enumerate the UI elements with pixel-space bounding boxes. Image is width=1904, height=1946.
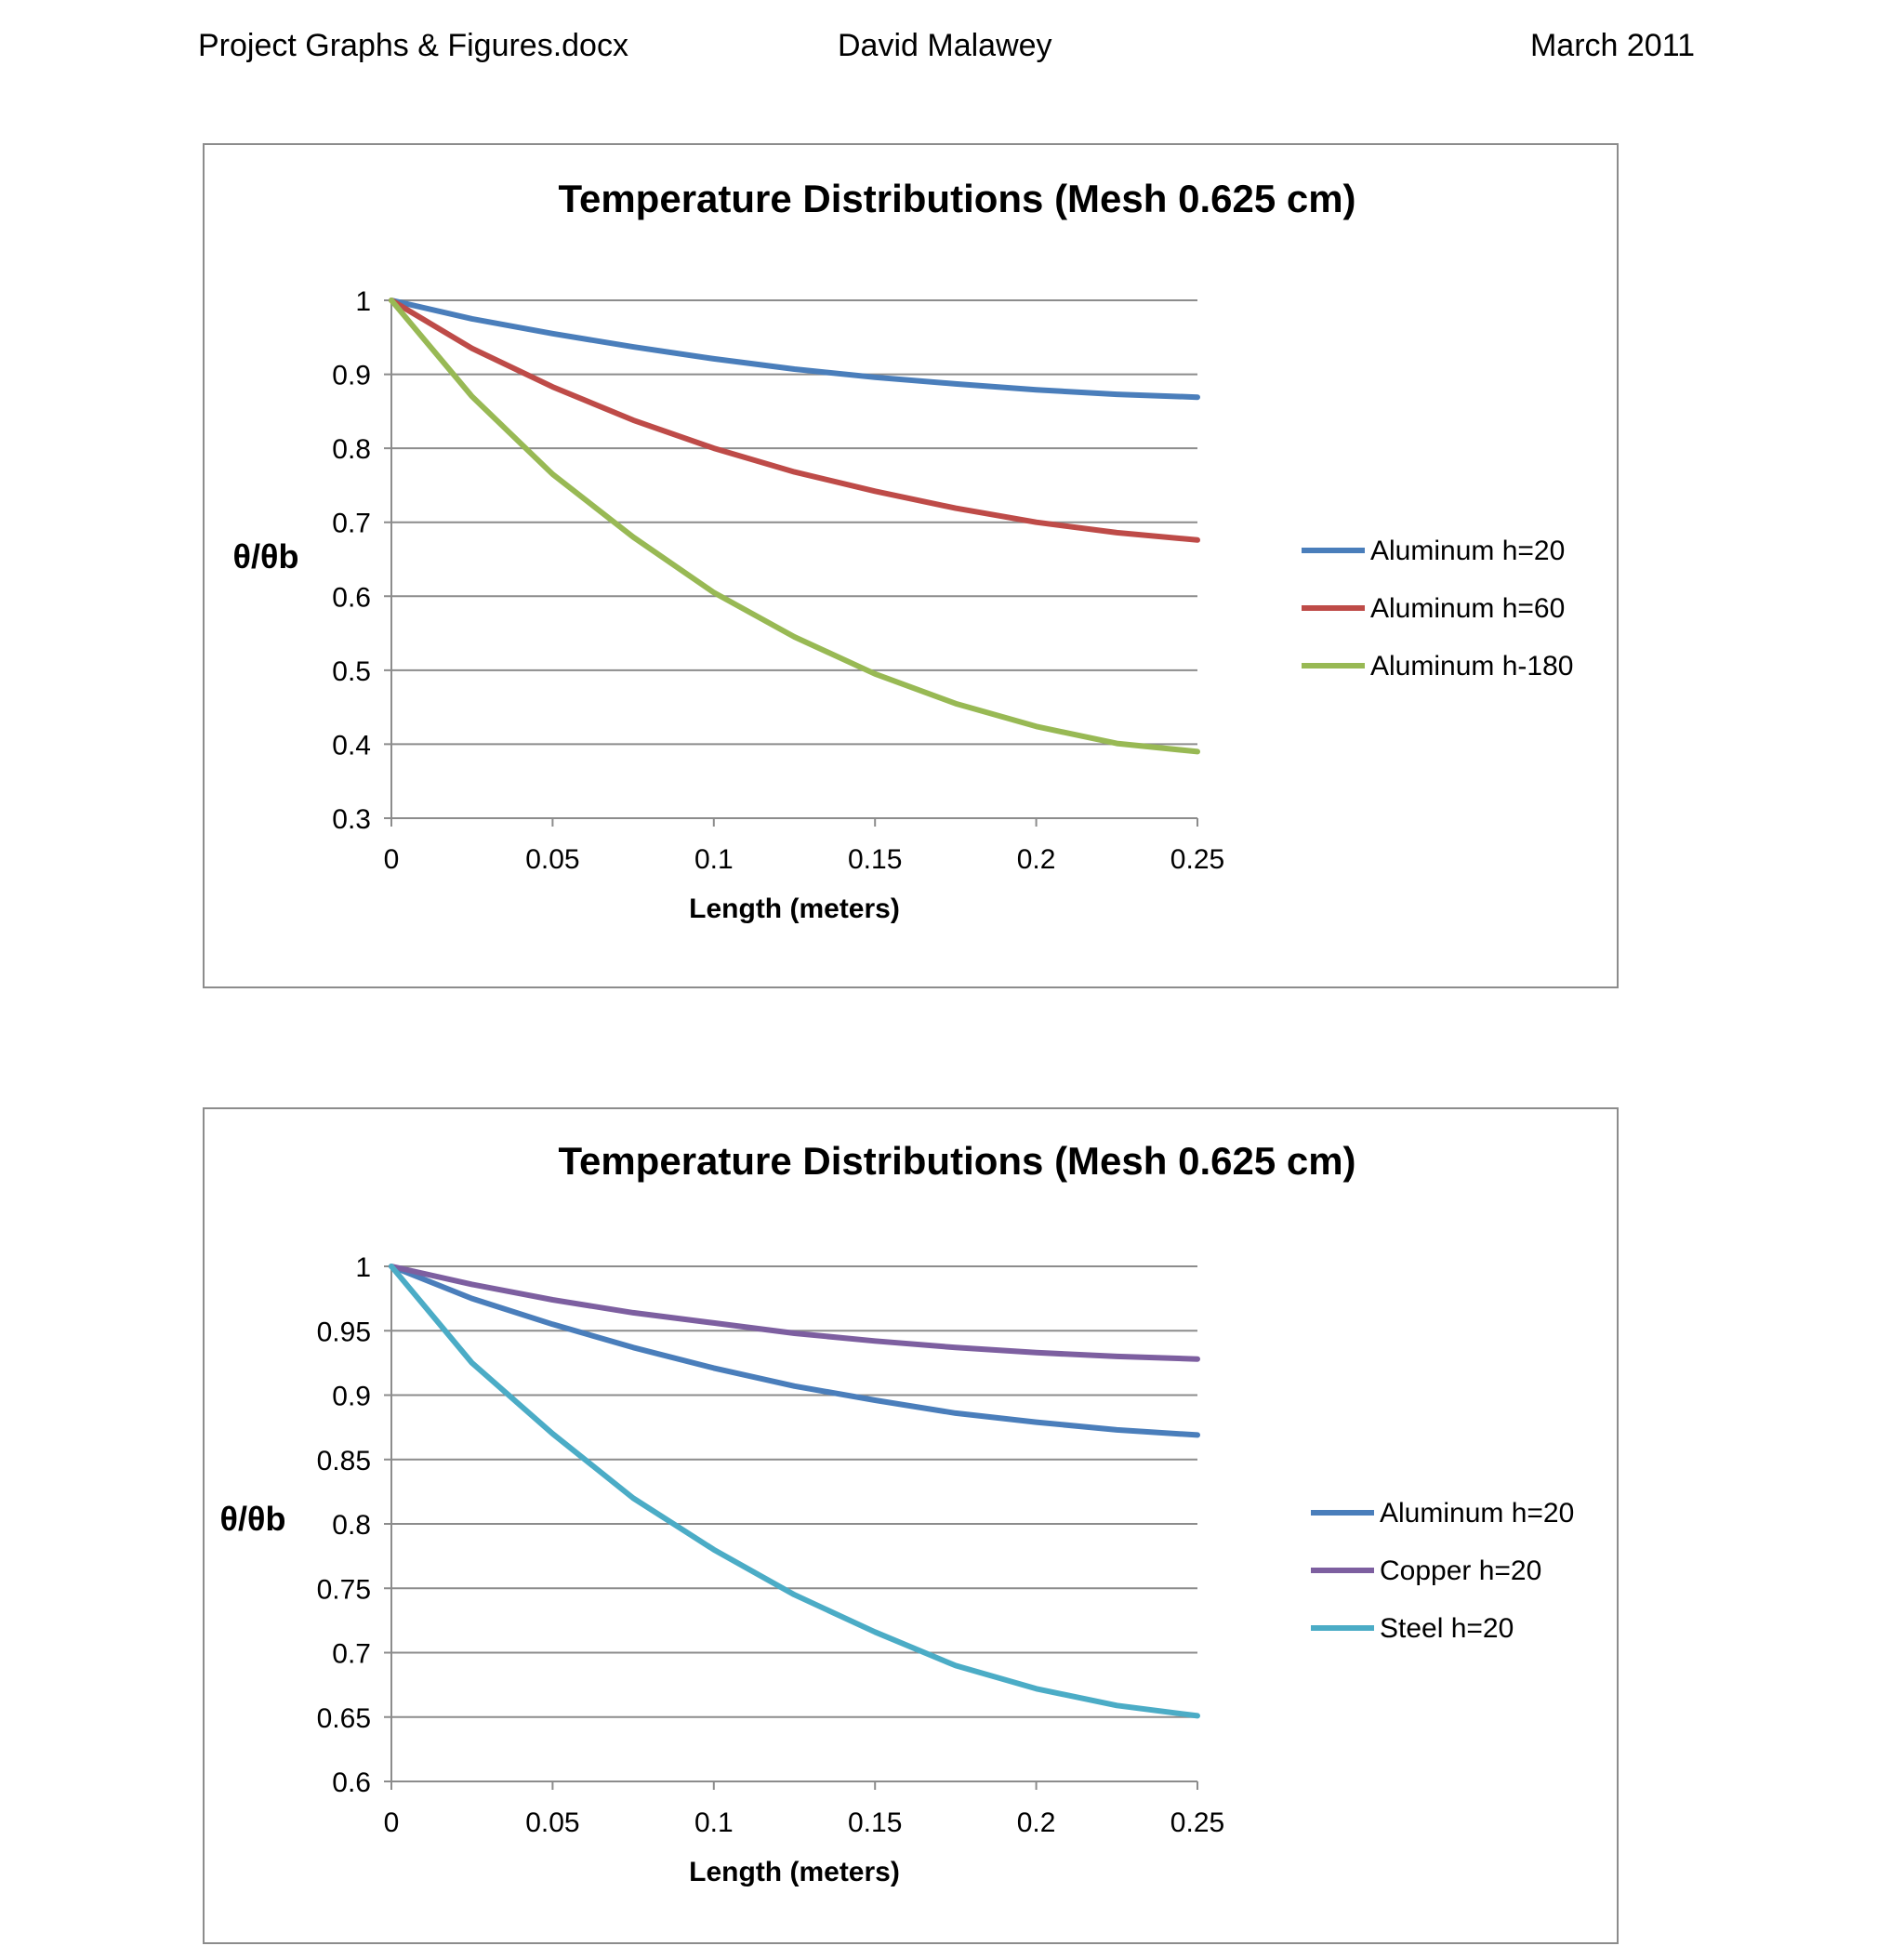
legend-label: Aluminum h=20: [1380, 1498, 1574, 1529]
chart-1-frame: Temperature Distributions (Mesh 0.625 cm…: [203, 143, 1619, 988]
y-axis-label: θ/θb: [233, 537, 299, 576]
y-tick-label: 0.9: [332, 1382, 371, 1412]
x-tick-label: 0: [384, 844, 400, 875]
y-axis-label: θ/θb: [220, 1500, 286, 1538]
series-line-2: [389, 298, 1200, 543]
series-line-1: [389, 298, 1200, 401]
x-axis-label: Length (meters): [689, 894, 900, 924]
series-line-3: [389, 1264, 1200, 1719]
y-tick-label: 1: [355, 286, 371, 317]
x-tick-label: 0: [384, 1807, 400, 1838]
document-date: March 2011: [1529, 28, 1695, 63]
x-tick-label: 0.2: [1017, 844, 1056, 875]
y-tick-label: 0.7: [332, 1639, 371, 1670]
chart-2: Temperature Distributions (Mesh 0.625 cm…: [220, 1139, 1575, 1887]
y-tick-label: 0.8: [332, 434, 371, 465]
y-tick-label: 0.65: [317, 1703, 371, 1734]
y-tick-label: 0.75: [317, 1574, 371, 1605]
y-tick-label: 0.6: [332, 582, 371, 613]
chart-title: Temperature Distributions (Mesh 0.625 cm…: [558, 177, 1355, 220]
legend-label: Copper h=20: [1380, 1555, 1541, 1586]
x-tick-label: 0.05: [525, 1807, 579, 1838]
x-tick-label: 0.05: [525, 844, 579, 875]
chart-1: Temperature Distributions (Mesh 0.625 cm…: [233, 177, 1574, 924]
y-tick-label: 0.7: [332, 509, 371, 539]
chart-title: Temperature Distributions (Mesh 0.625 cm…: [558, 1139, 1355, 1183]
series-line-1: [389, 1264, 1200, 1438]
x-axis-label: Length (meters): [689, 1857, 900, 1887]
y-tick-label: 0.8: [332, 1510, 371, 1541]
document-author: David Malawey: [838, 28, 1052, 63]
legend-label: Aluminum h=60: [1370, 593, 1565, 624]
x-tick-label: 0.25: [1170, 844, 1224, 875]
y-tick-label: 0.6: [332, 1767, 371, 1798]
y-tick-label: 0.85: [317, 1446, 371, 1476]
y-tick-label: 0.4: [332, 730, 371, 761]
document-filename: Project Graphs & Figures.docx: [198, 28, 628, 63]
y-tick-label: 0.3: [332, 804, 371, 835]
legend-label: Aluminum h-180: [1370, 651, 1573, 682]
x-tick-label: 0.1: [694, 844, 734, 875]
y-tick-label: 0.5: [332, 656, 371, 687]
chart-2-frame: Temperature Distributions (Mesh 0.625 cm…: [203, 1107, 1619, 1944]
x-tick-label: 0.1: [694, 1807, 734, 1838]
x-tick-label: 0.2: [1017, 1807, 1056, 1838]
x-tick-label: 0.15: [848, 1807, 902, 1838]
legend-label: Aluminum h=20: [1370, 536, 1565, 566]
y-tick-label: 1: [355, 1252, 371, 1283]
y-tick-label: 0.9: [332, 361, 371, 391]
y-tick-label: 0.95: [317, 1317, 371, 1347]
x-tick-label: 0.25: [1170, 1807, 1224, 1838]
x-tick-label: 0.15: [848, 844, 902, 875]
series-line-3: [389, 298, 1200, 755]
series-line-2: [389, 1264, 1200, 1362]
legend-label: Steel h=20: [1380, 1613, 1514, 1644]
